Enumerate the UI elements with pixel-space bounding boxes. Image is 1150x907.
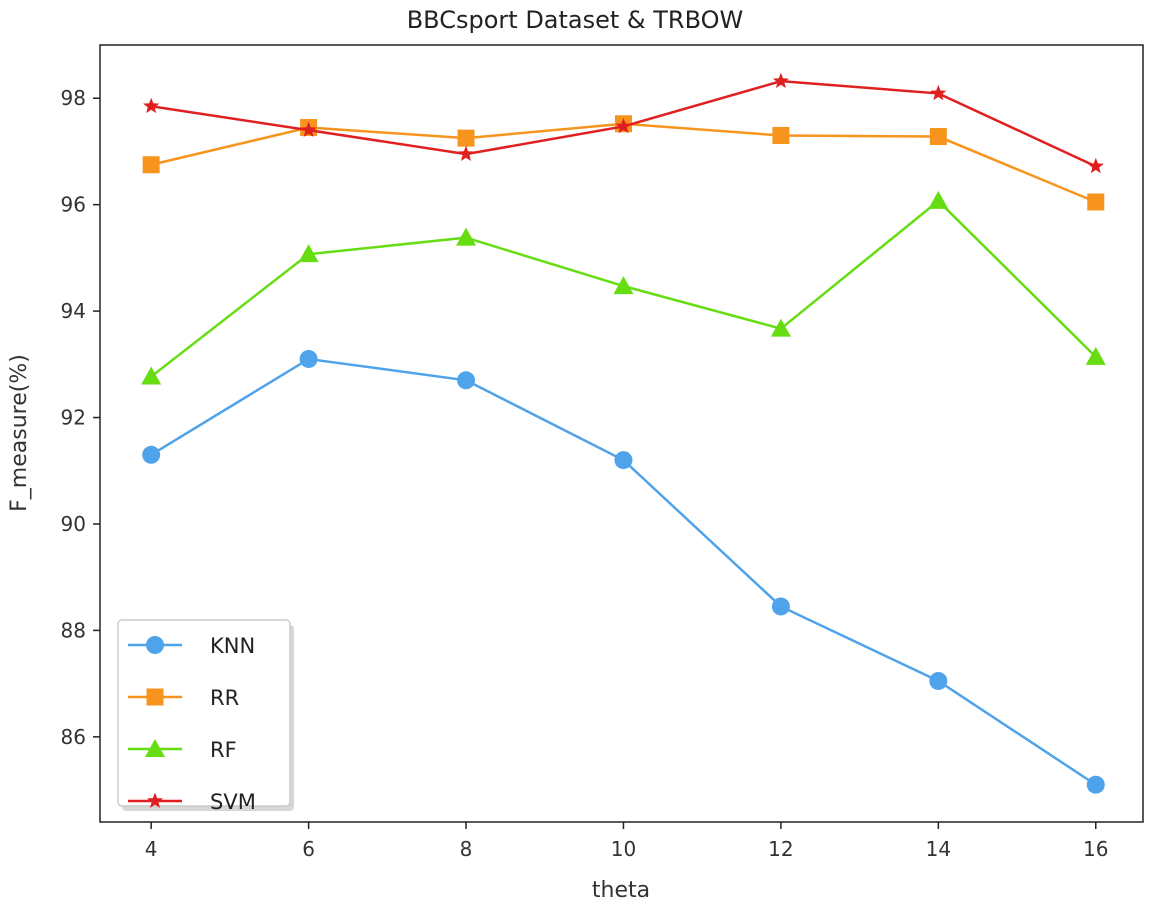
rr-point bbox=[772, 126, 790, 144]
x-tick-label: 4 bbox=[145, 837, 158, 861]
legend-item-knn: KNN bbox=[128, 634, 255, 658]
x-tick-label: 10 bbox=[611, 837, 636, 861]
legend-label: KNN bbox=[210, 634, 255, 658]
legend-marker bbox=[145, 739, 165, 757]
rf-point bbox=[613, 276, 634, 295]
knn-point bbox=[457, 371, 476, 390]
rr-point bbox=[929, 128, 947, 146]
svm-point bbox=[457, 145, 475, 161]
rf-point bbox=[141, 366, 162, 385]
legend-label: RF bbox=[210, 738, 237, 762]
y-tick-label: 92 bbox=[61, 406, 86, 430]
y-tick-label: 96 bbox=[61, 193, 86, 217]
svm-point bbox=[772, 72, 789, 89]
knn-point bbox=[299, 349, 318, 368]
legend-marker bbox=[146, 688, 164, 706]
rf-point bbox=[928, 190, 949, 209]
svm-point bbox=[615, 117, 632, 134]
rf-point bbox=[770, 318, 791, 337]
legend-item-svm: SVM bbox=[128, 790, 256, 814]
knn-point bbox=[1086, 775, 1105, 794]
chart-title: BBCsport Dataset & TRBOW bbox=[407, 6, 744, 34]
x-tick-label: 14 bbox=[926, 837, 951, 861]
legend-label: RR bbox=[210, 686, 239, 710]
plot-frame bbox=[99, 44, 1144, 823]
rr-point bbox=[1087, 193, 1105, 211]
rf-point bbox=[298, 244, 319, 263]
y-tick-label: 86 bbox=[61, 725, 86, 749]
svm-point bbox=[1087, 157, 1104, 174]
legend-marker bbox=[146, 636, 164, 654]
knn-point bbox=[929, 671, 948, 690]
knn-point bbox=[771, 597, 790, 616]
rf-point bbox=[1085, 346, 1106, 365]
rr-point bbox=[142, 156, 160, 174]
knn-point bbox=[142, 445, 161, 464]
y-tick-label: 88 bbox=[61, 618, 86, 642]
legend-item-rf: RF bbox=[128, 738, 237, 762]
rf-point bbox=[456, 227, 477, 246]
legend-item-rr: RR bbox=[128, 686, 239, 710]
knn-point bbox=[614, 451, 633, 470]
rr-line bbox=[150, 122, 1097, 204]
y-tick-label: 94 bbox=[61, 299, 86, 323]
svm-point bbox=[930, 84, 947, 101]
legend-marker bbox=[146, 792, 164, 808]
y-tick-label: 90 bbox=[61, 512, 86, 536]
legend-label: SVM bbox=[210, 790, 256, 814]
series-rf bbox=[141, 190, 1106, 385]
x-axis-label: theta bbox=[592, 878, 650, 903]
series-knn bbox=[142, 349, 1105, 794]
rr-point bbox=[457, 129, 475, 147]
svm-point bbox=[300, 121, 317, 137]
legend: KNN RR RF SVM bbox=[117, 619, 294, 814]
x-tick-label: 16 bbox=[1083, 837, 1108, 861]
svm-point bbox=[143, 97, 160, 114]
x-tick-label: 6 bbox=[302, 837, 315, 861]
x-tick-label: 8 bbox=[460, 837, 473, 861]
y-tick-label: 98 bbox=[61, 86, 86, 110]
y-axis-label: F_measure(%) bbox=[7, 354, 32, 512]
series-svm bbox=[143, 72, 1104, 174]
x-tick-label: 12 bbox=[768, 837, 793, 861]
